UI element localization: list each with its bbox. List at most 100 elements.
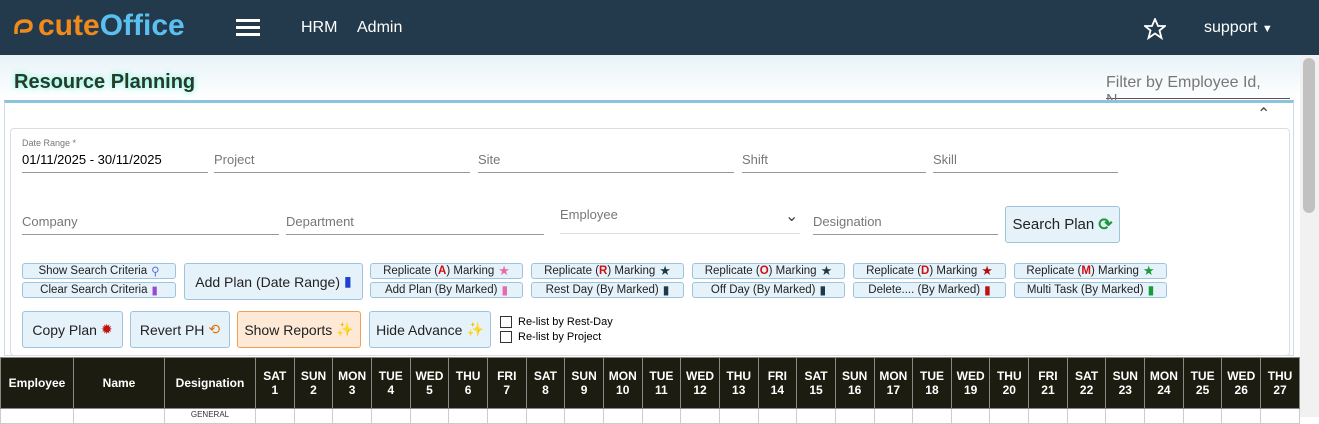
user-menu[interactable]: support ▼ [1204, 19, 1273, 36]
collapse-icon[interactable]: ⌃ [1257, 106, 1271, 123]
weekday: TUE [919, 369, 944, 383]
form-field[interactable]: Department [286, 214, 544, 235]
show-search-button[interactable]: Show Search Criteria ⚲ [22, 263, 176, 279]
day-header: FRI 21 [1028, 357, 1068, 409]
button-icon: ✹ [100, 321, 113, 337]
table-cell [680, 408, 720, 424]
day-number: 21 [1041, 383, 1055, 397]
data-row: GENERAL [0, 408, 1300, 424]
logo-icon [14, 19, 33, 34]
weekday: THU [455, 369, 481, 383]
header-row: Employee Name Designation SAT 1 SUN 2 MON 3 TUE 4 W… [0, 357, 1300, 409]
replicate-button[interactable]: Replicate (R) Marking ★ [531, 263, 684, 279]
form-field[interactable]: Company [22, 214, 279, 235]
marker-letter: R [599, 265, 608, 277]
action-button[interactable]: Revert PH ⟲ [130, 311, 230, 348]
logo[interactable]: cuteOffice [38, 9, 185, 43]
action-button[interactable]: Hide Advance ✨ [369, 311, 491, 348]
menu-icon[interactable] [236, 18, 260, 38]
table-cell [989, 408, 1030, 424]
weekday: TUE [1190, 369, 1215, 383]
button-label: Off Day (By Marked) [710, 284, 816, 296]
button-icon: ✨ [466, 321, 484, 337]
day-number: 24 [1157, 383, 1171, 397]
button-label: Replicate ( [544, 265, 600, 277]
table-cell [525, 408, 566, 424]
logo-part: Office [99, 9, 185, 42]
form-field[interactable]: Designation [813, 214, 998, 235]
button-label: Show Reports [244, 321, 333, 338]
favorite-icon[interactable] [1144, 18, 1166, 40]
day-header: TUE 11 [641, 357, 682, 409]
table-cell [912, 408, 952, 424]
weekday: WED [415, 369, 444, 383]
button-label: Add Plan (By Marked) [384, 284, 498, 296]
day-header: THU 27 [1260, 357, 1300, 409]
day-number: 25 [1195, 383, 1210, 397]
filter-input[interactable]: Filter by Employee Id, N... [1106, 74, 1290, 109]
replicate-button[interactable]: Replicate (A) Marking ★ [370, 263, 523, 279]
search-button[interactable]: Search Plan ⟳ [1005, 206, 1120, 243]
day-number: 22 [1079, 383, 1094, 397]
button-label: Replicate ( [866, 265, 922, 277]
marked-button[interactable]: Add Plan (By Marked) ▮ [370, 282, 523, 298]
marked-button[interactable]: Multi Task (By Marked) ▮ [1014, 282, 1167, 298]
nav-link[interactable]: Admin [357, 19, 403, 36]
clear-search-button[interactable]: Clear Search Criteria ▮ [22, 282, 176, 298]
button-label: Revert PH [139, 321, 205, 338]
table-cell [602, 408, 643, 424]
replicate-button[interactable]: Replicate (D) Marking ★ [853, 263, 1006, 279]
day-header: THU 6 [448, 357, 488, 409]
form-field[interactable]: Project [214, 152, 470, 173]
day-header: SUN 16 [834, 357, 875, 409]
form-field[interactable]: Skill [933, 152, 1118, 173]
replicate-button[interactable]: Replicate (O) Marking ★ [692, 263, 845, 279]
weekday: SUN [571, 369, 597, 383]
weekday: MON [879, 369, 908, 383]
day-header: TUE 18 [912, 357, 952, 409]
form-field[interactable]: Shift [742, 152, 926, 173]
replicate-button[interactable]: Replicate (M) Marking ★ [1014, 263, 1167, 279]
table-cell [73, 408, 165, 424]
scroll-thumb[interactable] [1303, 58, 1315, 213]
dropdown-icon[interactable]: ⌄ [785, 208, 799, 225]
button-label: Add Plan (Date Range) [195, 273, 341, 290]
action-button[interactable]: Show Reports ✨ [237, 311, 361, 348]
marked-button[interactable]: Rest Day (By Marked) ▮ [531, 282, 684, 298]
day-number: 8 [542, 383, 549, 397]
weekday: THU [726, 369, 752, 383]
form-field[interactable]: Employee [560, 207, 800, 234]
table-cell [718, 408, 759, 424]
marker-letter: D [921, 265, 930, 277]
day-number: 14 [770, 383, 785, 397]
column-header: Designation [164, 357, 256, 409]
button-label: Search Plan [1012, 216, 1095, 233]
weekday: SAT [1075, 369, 1099, 383]
day-number: 1 [271, 383, 279, 397]
day-number: 12 [693, 383, 707, 397]
table-cell [757, 408, 798, 424]
column-header: Name [73, 357, 165, 409]
marked-button[interactable]: Delete.... (By Marked) ▮ [853, 282, 1006, 298]
plan-table: Employee Name Designation SAT 1 SUN 2 MON 3 TUE 4 W… [0, 357, 1300, 424]
action-button[interactable]: Copy Plan ✹ [22, 311, 123, 348]
day-number: 5 [426, 383, 433, 397]
button-label: Delete.... (By Marked) [868, 284, 981, 296]
table-cell [293, 408, 334, 424]
marked-button[interactable]: Off Day (By Marked) ▮ [692, 282, 845, 298]
file-icon: ▮ [984, 283, 991, 297]
day-number: 18 [925, 383, 939, 397]
button-icon: ⟲ [208, 321, 221, 337]
nav-link[interactable]: HRM [301, 19, 338, 36]
checkbox[interactable]: Re-list by Rest-Day [500, 316, 613, 329]
checkbox[interactable]: Re-list by Project [500, 331, 601, 344]
day-header: TUE 4 [370, 357, 411, 409]
button-label: ) Marking [929, 265, 978, 277]
date-input[interactable]: 01/11/2025 - 30/11/2025 [22, 152, 208, 173]
weekday: WED [1227, 369, 1256, 383]
day-number: 7 [503, 383, 511, 397]
top-bar: cuteOffice HRM Admin support ▼ [0, 0, 1319, 55]
add-plan-range-button[interactable]: Add Plan (Date Range) ▮ [184, 263, 363, 300]
form-field[interactable]: Site [478, 152, 734, 173]
